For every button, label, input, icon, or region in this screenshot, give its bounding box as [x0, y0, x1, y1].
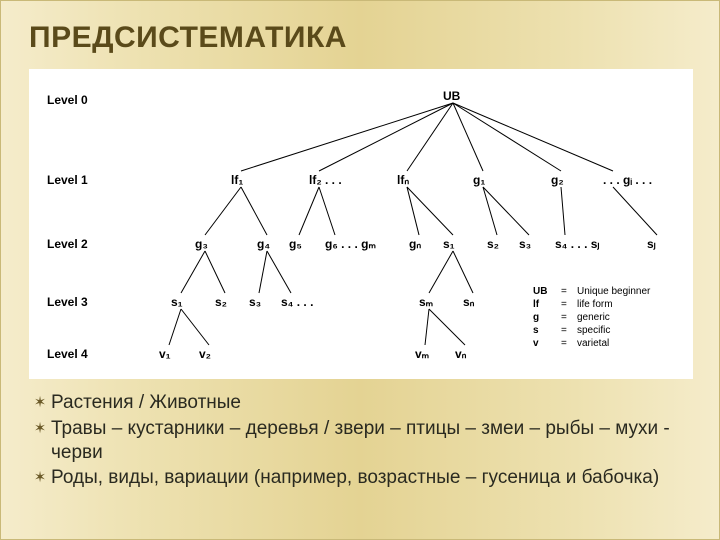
tree-node: lf₂ . . . [309, 173, 342, 187]
tree-node: gₙ [409, 237, 421, 251]
tree-node: s₃ [249, 295, 261, 309]
level-label: Level 3 [47, 295, 88, 309]
legend-row: g=generic [533, 311, 650, 324]
tree-node: v₁ [159, 347, 171, 361]
level-label: Level 1 [47, 173, 88, 187]
tree-node: s₂ [487, 237, 499, 251]
tree-node: . . . gᵢ . . . [603, 173, 652, 187]
tree-node: sₘ [419, 295, 433, 309]
level-label: Level 4 [47, 347, 88, 361]
bullet-item: ✶Роды, виды, вариации (например, возраст… [29, 466, 701, 490]
tree-node: vₘ [415, 347, 429, 361]
tree-node: UB [443, 89, 460, 103]
tree-node: g₆ . . . gₘ [325, 237, 376, 251]
tree-node: sₙ [463, 295, 474, 309]
tree-node: g₄ [257, 237, 270, 251]
bullet-text: Роды, виды, вариации (например, возрастн… [51, 466, 701, 490]
bullet-glyph-icon: ✶ [29, 420, 51, 439]
bullet-glyph-icon: ✶ [29, 394, 51, 413]
tree-node: s₁ [443, 237, 455, 251]
bullet-text: Травы – кустарники – деревья / звери – п… [51, 417, 701, 465]
tree-diagram: UB=Unique beginnerlf=life formg=generics… [29, 69, 693, 379]
tree-node: lfₙ [397, 173, 409, 187]
tree-node: g₁ [473, 173, 485, 187]
bullet-item: ✶Растения / Животные [29, 391, 701, 415]
tree-node: g₅ [289, 237, 302, 251]
tree-node: lf₁ [231, 173, 243, 187]
tree-node: g₂ [551, 173, 564, 187]
slide-title: ПРЕДСИСТЕМАТИКА [29, 21, 347, 55]
legend: UB=Unique beginnerlf=life formg=generics… [533, 285, 650, 350]
bullet-list: ✶Растения / Животные✶Травы – кустарники … [29, 391, 701, 492]
tree-node: sⱼ [647, 237, 656, 251]
tree-node: s₁ [171, 295, 183, 309]
bullet-text: Растения / Животные [51, 391, 701, 415]
bullet-item: ✶Травы – кустарники – деревья / звери – … [29, 417, 701, 465]
legend-row: UB=Unique beginner [533, 285, 650, 298]
bullet-glyph-icon: ✶ [29, 469, 51, 488]
level-label: Level 0 [47, 93, 88, 107]
tree-node: vₙ [455, 347, 466, 361]
level-label: Level 2 [47, 237, 88, 251]
tree-node: s₄ . . . sⱼ [555, 237, 600, 251]
tree-node: s₄ . . . [281, 295, 313, 309]
legend-row: lf=life form [533, 298, 650, 311]
tree-node: v₂ [199, 347, 211, 361]
legend-row: v=varietal [533, 337, 650, 350]
tree-node: g₃ [195, 237, 208, 251]
slide: ПРЕДСИСТЕМАТИКА UB=Unique beginnerlf=lif… [0, 0, 720, 540]
legend-row: s=specific [533, 324, 650, 337]
tree-node: s₂ [215, 295, 227, 309]
tree-node: s₃ [519, 237, 531, 251]
